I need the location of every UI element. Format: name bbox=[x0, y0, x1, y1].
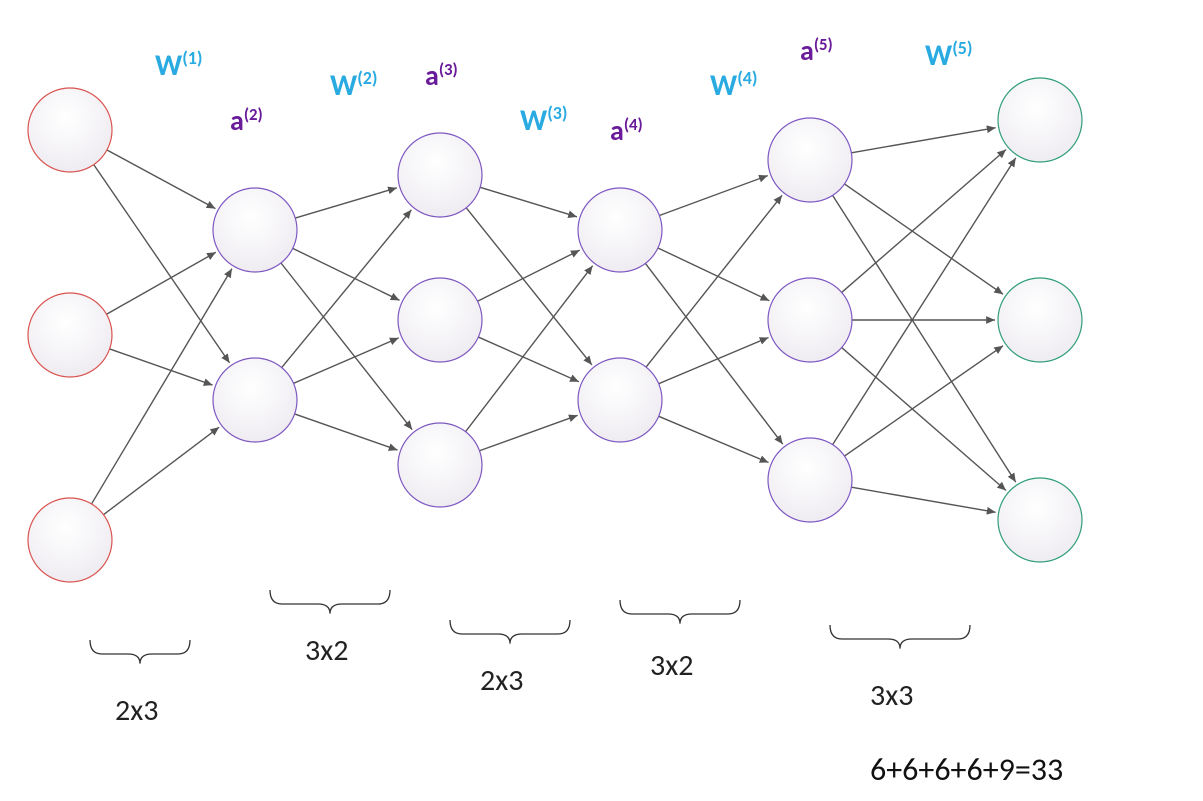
edges-group bbox=[92, 128, 1016, 515]
brace-icon bbox=[450, 620, 570, 644]
edge bbox=[844, 346, 1003, 456]
weight-matrix-label: W(3) bbox=[520, 102, 568, 139]
edge bbox=[658, 248, 769, 301]
edge bbox=[659, 176, 767, 216]
edge bbox=[295, 414, 398, 450]
edge bbox=[833, 158, 1016, 445]
neuron-node bbox=[768, 278, 852, 362]
activation-label: a(4) bbox=[610, 113, 643, 148]
edge bbox=[110, 349, 213, 385]
edge bbox=[107, 150, 215, 209]
edge bbox=[480, 415, 578, 450]
neuron-node bbox=[213, 188, 297, 272]
edge bbox=[92, 269, 232, 504]
edge bbox=[851, 128, 995, 153]
neuron-node bbox=[578, 358, 662, 442]
edge bbox=[842, 348, 1006, 491]
edge bbox=[833, 195, 1016, 482]
brace-icon bbox=[270, 590, 390, 614]
edge bbox=[295, 188, 397, 218]
weight-dim-label: 3x3 bbox=[870, 677, 913, 714]
weight-dim-label: 3x2 bbox=[305, 632, 348, 669]
neuron-node bbox=[998, 78, 1082, 162]
neuron-node bbox=[28, 88, 112, 172]
edge bbox=[478, 250, 580, 301]
weight-matrix-label: W(5) bbox=[925, 37, 973, 74]
edge bbox=[646, 195, 782, 367]
neural-net-diagram: 2x3 3x2 2x3 3x2 3x3 W(1) W(2) W(3) W(4) W(5) a(2) a… bbox=[0, 0, 1203, 801]
braces-group bbox=[90, 590, 970, 664]
edge bbox=[480, 187, 577, 217]
nodes-group bbox=[28, 78, 1082, 582]
edge bbox=[293, 248, 400, 300]
neuron-node bbox=[768, 438, 852, 522]
weight-dim-label: 2x3 bbox=[115, 692, 158, 729]
weight-matrix-label: W(1) bbox=[155, 47, 203, 84]
weight-matrix-label: W(4) bbox=[710, 67, 758, 104]
brace-icon bbox=[90, 640, 190, 664]
neuron-node bbox=[998, 278, 1082, 362]
edge bbox=[851, 487, 995, 512]
edge bbox=[466, 266, 593, 432]
weight-matrix-label: W(2) bbox=[330, 67, 378, 104]
activation-label: a(3) bbox=[425, 58, 458, 93]
edge bbox=[842, 150, 1006, 293]
edge bbox=[478, 337, 578, 382]
neuron-node bbox=[213, 358, 297, 442]
weight-dim-label: 2x3 bbox=[480, 662, 523, 699]
edge bbox=[103, 427, 219, 515]
edge bbox=[844, 184, 1003, 294]
activation-label: a(2) bbox=[230, 103, 263, 138]
weight-dim-label: 3x2 bbox=[650, 647, 693, 684]
neuron-node bbox=[28, 498, 112, 582]
neuron-node bbox=[398, 278, 482, 362]
edge bbox=[659, 416, 769, 462]
param-count-equation: 6+6+6+6+9=33 bbox=[870, 750, 1063, 789]
neuron-node bbox=[578, 188, 662, 272]
neuron-node bbox=[28, 293, 112, 377]
activation-label: a(5) bbox=[800, 33, 833, 68]
neuron-node bbox=[398, 423, 482, 507]
edge bbox=[466, 208, 592, 365]
brace-icon bbox=[620, 600, 740, 624]
neuron-node bbox=[768, 118, 852, 202]
neuron-node bbox=[998, 478, 1082, 562]
edge bbox=[107, 252, 216, 314]
edge bbox=[659, 337, 769, 383]
edge bbox=[94, 165, 230, 363]
edge bbox=[645, 263, 782, 444]
brace-icon bbox=[830, 625, 970, 649]
neuron-node bbox=[398, 133, 482, 217]
